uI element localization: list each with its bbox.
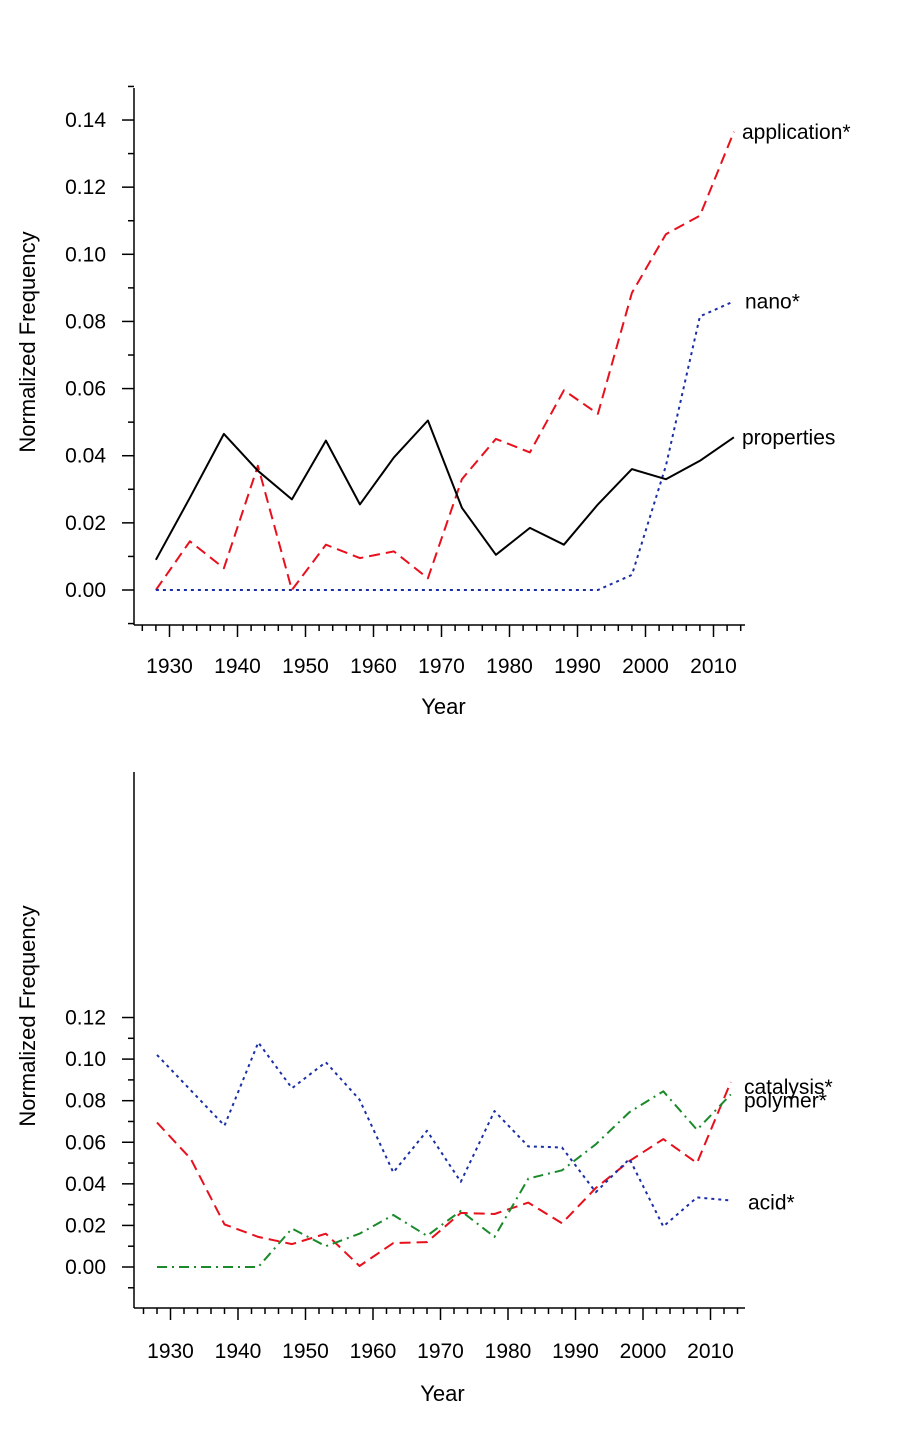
series-line-catalysis (156, 1081, 732, 1267)
y-tick-label: 0.00 (65, 1256, 106, 1279)
bottom-chart-panel: 0.00 0.02 0.04 0.06 0.08 0.10 0.12 1930 1940 1950… (15, 772, 833, 1406)
x-tick-label: 1950 (282, 1340, 329, 1363)
y-tick-label: 0.10 (65, 1048, 106, 1071)
top-chart-panel: 0.00 0.02 0.04 0.06 0.08 0.10 0.12 0.14 1930 1940… (15, 85, 851, 719)
x-axis-title: Year (420, 1381, 464, 1406)
y-tick-label: 0.02 (65, 1214, 106, 1237)
y-tick-label: 0.02 (65, 512, 106, 535)
x-tick-label: 1940 (214, 655, 261, 678)
x-tick-label: 2000 (622, 655, 669, 678)
x-tick-label: 1960 (350, 655, 397, 678)
series-label-nano: nano* (745, 290, 800, 313)
y-tick-label: 0.08 (65, 1090, 106, 1113)
x-axis-title: Year (421, 694, 465, 719)
x-tick-label: 1980 (485, 1340, 532, 1363)
series-label-properties: properties (742, 426, 835, 449)
x-tick-label: 1940 (215, 1340, 262, 1363)
x-tick-label: 1960 (350, 1340, 397, 1363)
x-tick-label: 1930 (146, 655, 193, 678)
x-tick-label: 1930 (147, 1340, 194, 1363)
series-line-nano (155, 300, 735, 591)
y-tick-label: 0.12 (65, 1007, 106, 1030)
series-label-acid: acid* (748, 1191, 795, 1214)
y-tick-label: 0.12 (65, 176, 106, 199)
y-axis-title: Normalized Frequency (15, 231, 40, 452)
y-tick-label: 0.10 (65, 243, 106, 266)
y-tick-label: 0.06 (65, 1131, 106, 1154)
x-tick-label: 1990 (552, 1340, 599, 1363)
x-tick-label: 1970 (417, 1340, 464, 1363)
x-tick-label: 2000 (620, 1340, 667, 1363)
y-tick-label: 0.06 (65, 378, 106, 401)
y-axis-title: Normalized Frequency (15, 905, 40, 1126)
y-tick-label: 0.00 (65, 579, 106, 602)
x-tick-label: 1990 (554, 655, 601, 678)
series-line-acid (156, 1041, 731, 1228)
series-line-polymer (157, 1090, 732, 1268)
y-tick-label: 0.04 (65, 1173, 106, 1196)
series-label-catalysis: catalysis* (744, 1076, 833, 1099)
series-line-application (155, 131, 735, 591)
y-tick-label: 0.08 (65, 310, 106, 333)
series-label-polymer: polymer* (744, 1089, 827, 1112)
x-tick-label: 1970 (418, 655, 465, 678)
y-tick-label: 0.14 (65, 109, 106, 132)
y-tick-label: 0.04 (65, 445, 106, 468)
x-tick-label: 2010 (690, 655, 737, 678)
x-tick-label: 2010 (687, 1340, 734, 1363)
x-tick-label: 1980 (486, 655, 533, 678)
x-tick-label: 1950 (282, 655, 329, 678)
series-line-properties (155, 419, 735, 561)
series-label-application: application* (742, 121, 851, 144)
